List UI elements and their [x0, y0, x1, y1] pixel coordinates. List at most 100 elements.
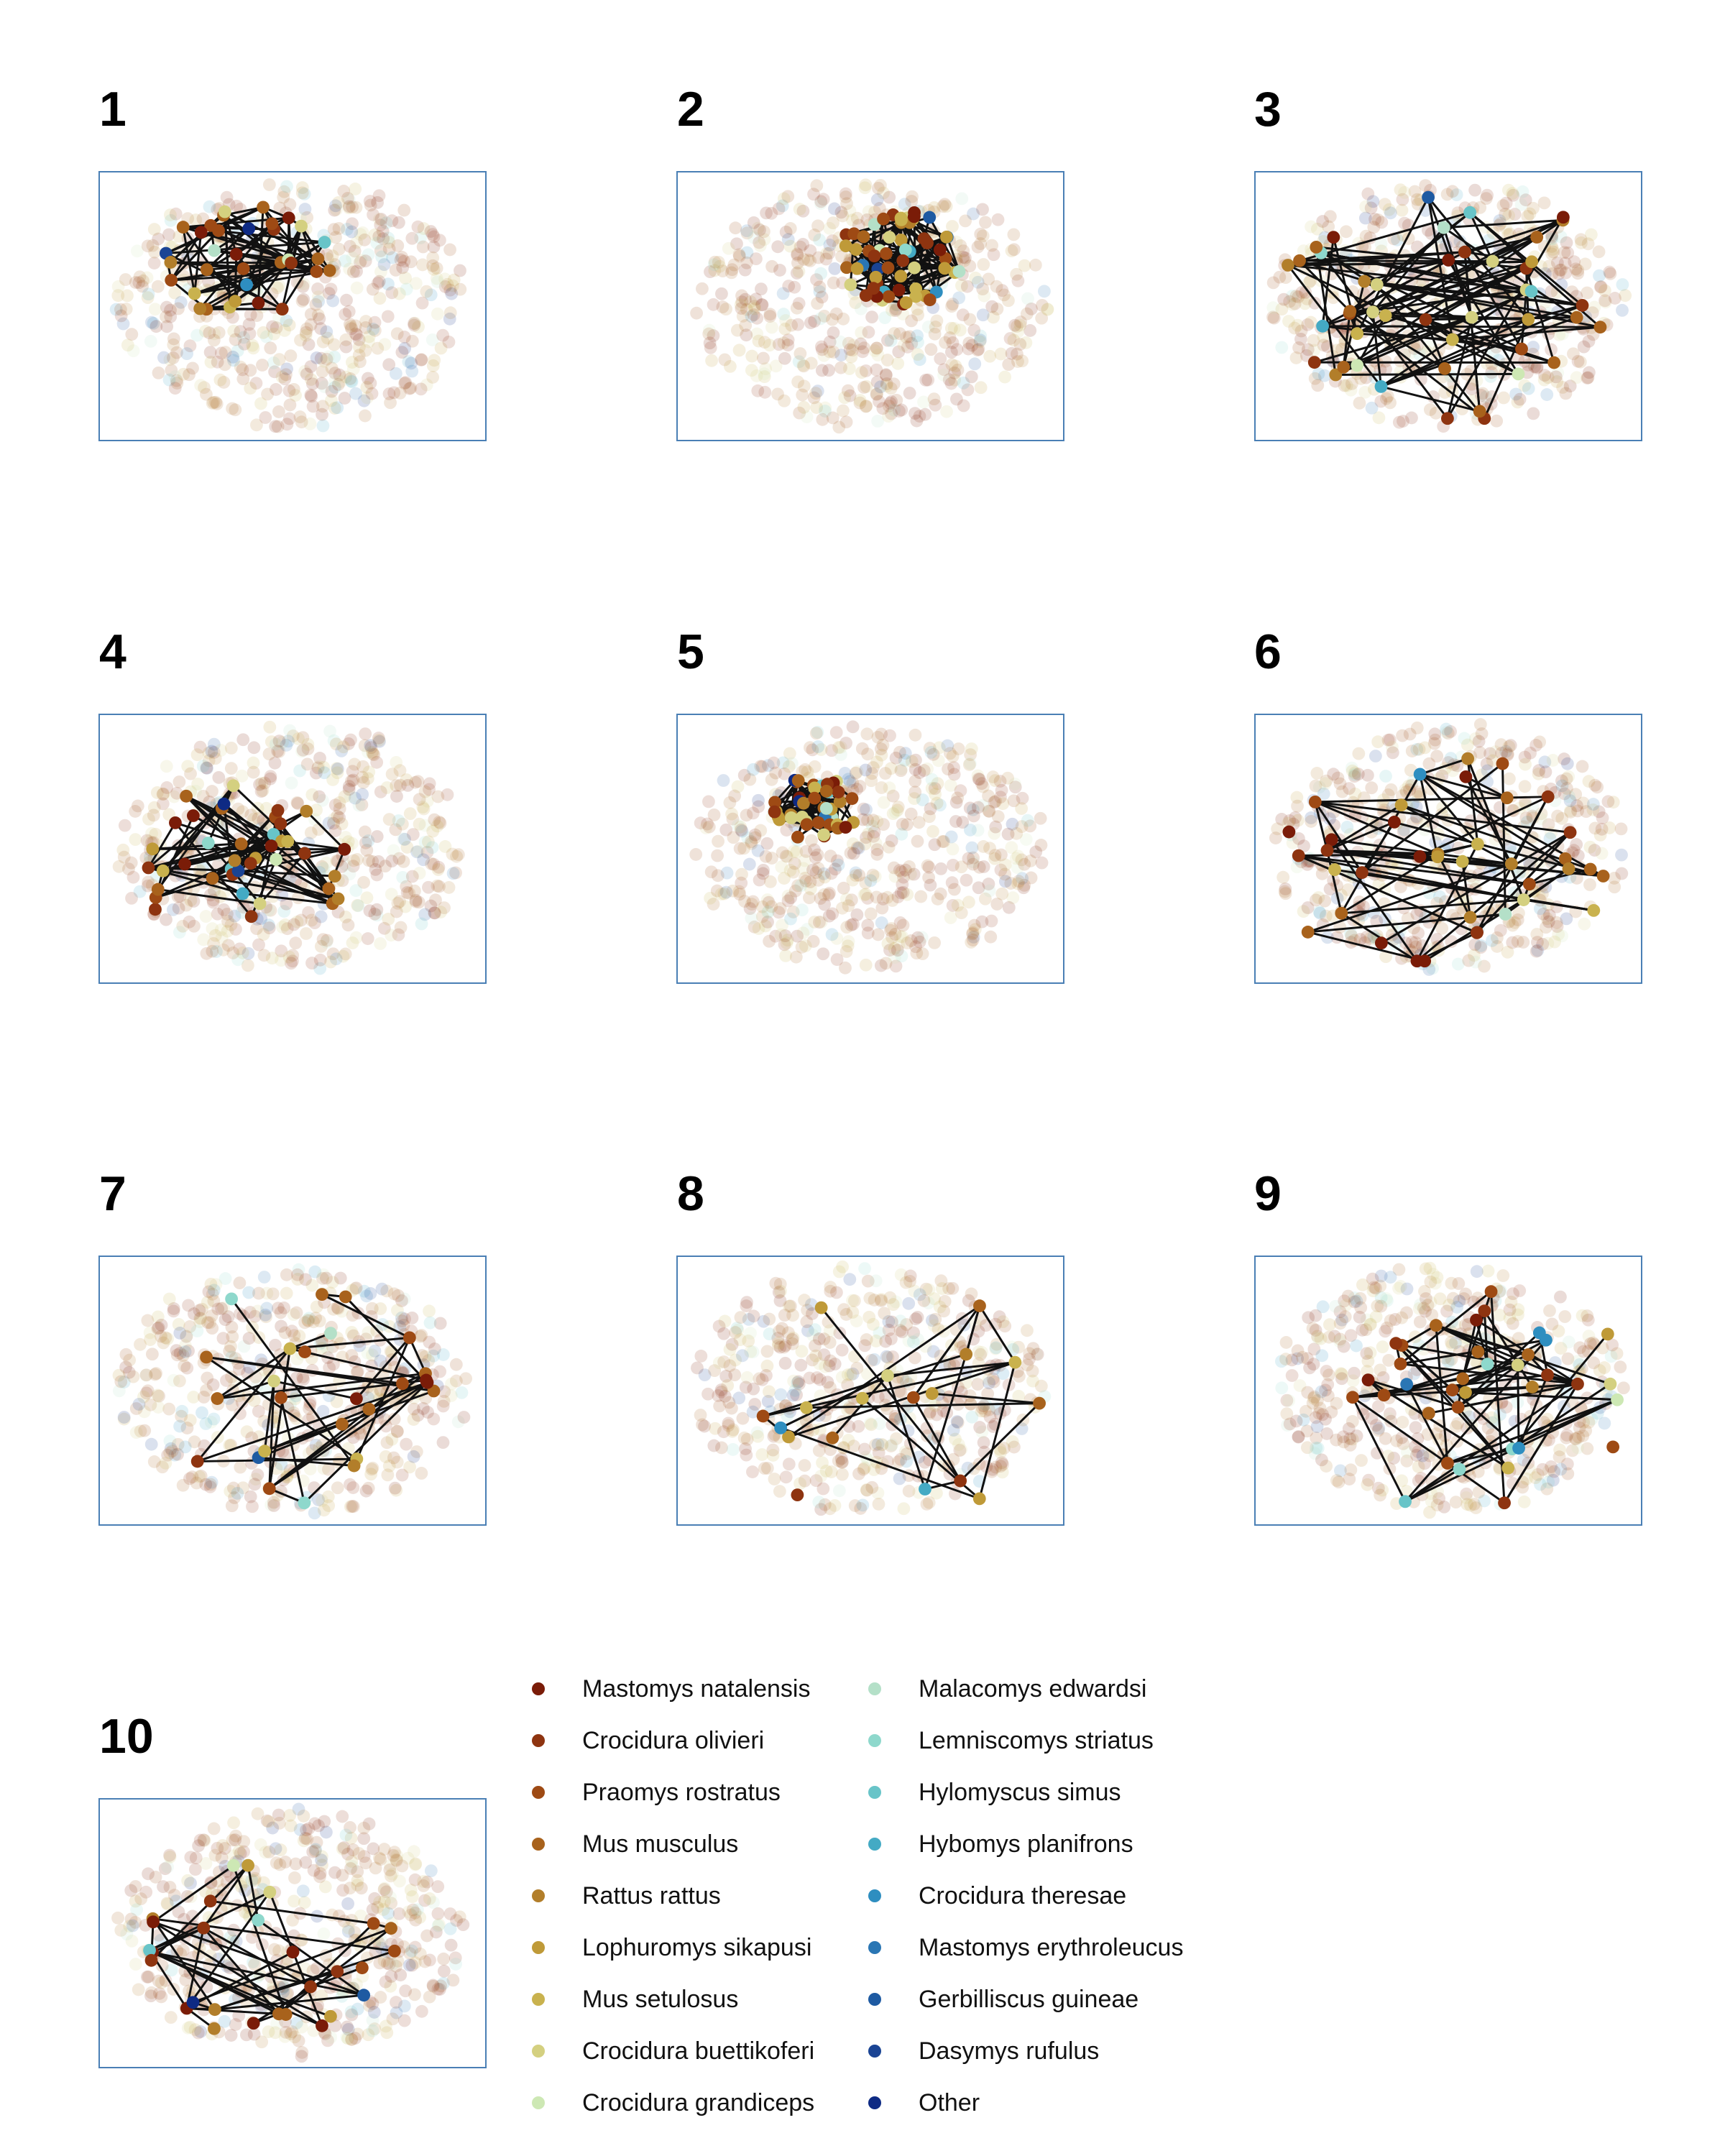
background-node: [372, 189, 386, 203]
background-node: [860, 803, 873, 816]
background-node: [832, 1265, 846, 1279]
background-node: [736, 1349, 749, 1363]
background-node: [183, 339, 197, 353]
network-node: [839, 239, 852, 253]
background-node: [828, 1358, 842, 1370]
background-node: [760, 837, 774, 850]
background-node: [395, 1468, 409, 1482]
background-node: [393, 1320, 407, 1334]
background-node: [1441, 727, 1455, 740]
background-node: [156, 788, 170, 801]
network-node: [1337, 360, 1351, 374]
background-node: [962, 342, 975, 356]
background-node: [976, 308, 990, 322]
network-node: [896, 254, 910, 267]
background-node: [278, 1448, 291, 1462]
background-node: [883, 397, 897, 410]
background-node: [944, 346, 958, 359]
background-node: [332, 378, 345, 391]
background-node: [247, 341, 260, 355]
background-node: [946, 336, 960, 349]
background-node: [203, 346, 217, 359]
background-node: [183, 1320, 197, 1333]
background-node: [803, 1371, 816, 1385]
background-node: [1015, 802, 1029, 815]
network-edge: [258, 1456, 354, 1468]
background-node: [780, 849, 793, 863]
background-node: [163, 1434, 177, 1447]
background-node: [814, 916, 828, 929]
network-edge: [1448, 259, 1532, 292]
background-node: [160, 300, 173, 314]
background-node: [1323, 812, 1336, 826]
background-node: [888, 403, 901, 417]
background-node: [813, 1373, 827, 1386]
network-plot-4: [112, 720, 465, 975]
background-node: [443, 283, 457, 297]
background-node: [380, 1419, 392, 1433]
background-node: [1305, 811, 1317, 824]
background-node: [806, 1328, 819, 1342]
background-node: [998, 858, 1012, 872]
background-node: [1542, 818, 1555, 831]
background-node: [967, 809, 980, 823]
network-edge: [1342, 310, 1351, 368]
background-node: [125, 328, 139, 341]
background-node: [117, 1376, 131, 1388]
background-node: [1514, 198, 1528, 211]
background-node: [779, 949, 793, 962]
background-node: [1596, 811, 1609, 824]
background-node: [734, 820, 748, 834]
background-node: [1472, 734, 1486, 748]
background-node: [971, 824, 985, 837]
background-node: [1586, 306, 1599, 320]
background-node: [209, 1278, 223, 1291]
background-node: [1581, 286, 1594, 300]
network-edge: [1401, 803, 1591, 870]
network-edge: [170, 261, 292, 264]
background-node: [932, 741, 946, 755]
network-edge: [1371, 226, 1445, 313]
background-node: [947, 883, 961, 896]
background-node: [850, 908, 864, 921]
background-node: [883, 944, 896, 957]
background-node: [206, 1378, 220, 1391]
background-node: [119, 1348, 133, 1361]
background-node: [416, 240, 430, 254]
background-node: [763, 1327, 776, 1341]
background-node: [252, 1404, 265, 1418]
background-node: [884, 334, 898, 347]
background-node: [359, 254, 372, 268]
panel-8-title: 8: [677, 1166, 704, 1221]
network-node: [201, 837, 215, 849]
background-node: [280, 922, 294, 936]
background-node: [364, 1286, 377, 1300]
background-node: [394, 921, 408, 934]
background-node: [170, 377, 184, 390]
background-node: [201, 1371, 214, 1385]
background-node: [753, 236, 766, 249]
background-node: [236, 1481, 250, 1495]
background-node: [348, 1282, 362, 1295]
background-node: [884, 762, 898, 775]
background-node: [1363, 931, 1377, 945]
background-node: [792, 297, 806, 310]
network-plot-8: [691, 1260, 1052, 1516]
background-node: [346, 1500, 359, 1513]
background-node: [1453, 234, 1467, 248]
background-node: [317, 862, 330, 875]
background-node: [399, 900, 412, 913]
background-node: [206, 397, 219, 410]
background-node: [997, 1442, 1011, 1455]
background-node: [753, 239, 767, 252]
background-node: [1412, 926, 1425, 940]
background-node: [326, 773, 340, 786]
background-node: [1583, 840, 1597, 854]
background-node: [274, 1306, 288, 1319]
background-node: [302, 837, 316, 850]
background-node: [345, 375, 359, 389]
background-node: [859, 763, 873, 777]
background-node: [1489, 745, 1502, 759]
background-node: [962, 895, 975, 909]
background-node: [906, 190, 919, 203]
